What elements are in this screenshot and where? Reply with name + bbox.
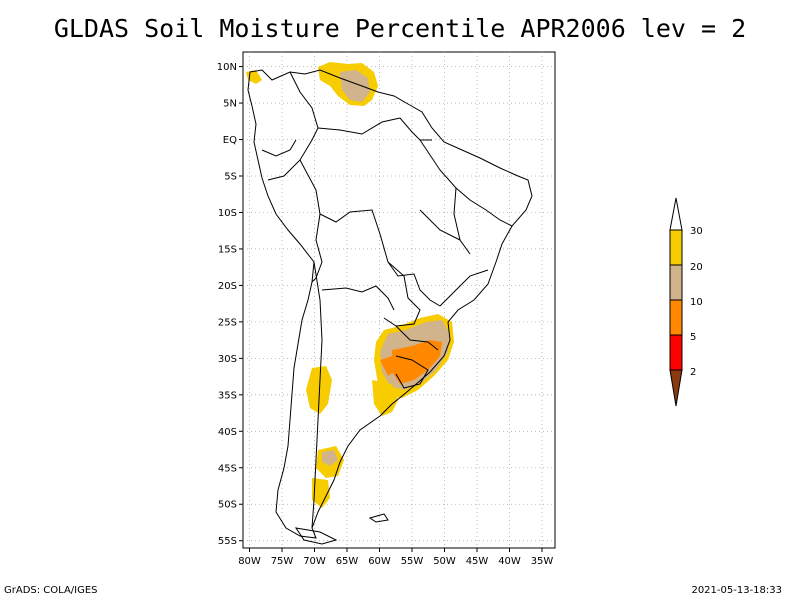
lat-tick-label: 50S	[218, 500, 237, 511]
colorbar-box-yellow	[669, 229, 683, 266]
lon-tick-label: 45W	[466, 556, 489, 567]
border-colombia-venezuela	[289, 71, 319, 141]
lat-tick-label: 10N	[217, 62, 237, 73]
lat-tick-label: 40S	[218, 427, 237, 438]
tierra-del-fuego	[294, 527, 338, 545]
lon-tick-label: 80W	[238, 556, 261, 567]
colorbar-label-5: 5	[690, 332, 696, 343]
border-argentina-brazil	[395, 325, 439, 351]
lon-tick-label: 35W	[531, 556, 554, 567]
lat-tick-label: 25S	[218, 317, 237, 328]
coastline-and-borders	[247, 69, 533, 545]
colorbar-box-tan	[669, 264, 683, 301]
lat-tick-label: 45S	[218, 463, 237, 474]
map-frame	[242, 51, 556, 549]
border-bolivia-peru	[311, 213, 323, 283]
footer-timestamp: 2021-05-13-18:33	[691, 585, 782, 596]
lat-tick-label: EQ	[223, 135, 237, 146]
colorbar-label-20: 20	[690, 262, 703, 273]
footer-credit: GrADS: COLA/IGES	[4, 585, 98, 596]
lat-tick-label: 15S	[218, 244, 237, 255]
border-guianas	[399, 117, 432, 141]
shade-patagonia-yellow-b	[312, 478, 330, 508]
brazil-states	[419, 139, 513, 307]
colorbar: 30 20 10 5 2	[669, 197, 703, 407]
lon-tick-label: 55W	[401, 556, 424, 567]
lon-tick-label: 40W	[498, 556, 521, 567]
lat-tick-label: 5N	[223, 99, 237, 110]
border-ecuador	[261, 139, 297, 157]
border-uruguay	[395, 355, 429, 389]
shade-venezuela-tan	[340, 70, 370, 102]
map-title: GLDAS Soil Moisture Percentile APR2006 l…	[53, 14, 747, 43]
lat-tick-label: 20S	[218, 281, 237, 292]
border-bolivia-argentina	[321, 285, 395, 311]
colorbar-box-orange	[669, 299, 683, 336]
lon-tick-label: 60W	[368, 556, 391, 567]
lon-tick-label: 65W	[336, 556, 359, 567]
lat-tick-label: 5S	[224, 172, 237, 183]
border-colombia-peru	[267, 139, 313, 181]
lat-tick-label: 30S	[218, 354, 237, 365]
colorbar-label-10: 10	[690, 297, 703, 308]
lon-tick-label: 75W	[271, 556, 294, 567]
colorbar-label-2: 2	[690, 367, 696, 378]
colorbar-box-red	[669, 334, 683, 371]
border-venezuela-brazil	[317, 117, 401, 135]
colorbar-bottom-triangle	[669, 369, 683, 407]
shade-southbrazil-orange	[392, 340, 442, 384]
latitude-tick-labels: 10N 5N EQ 5S 10S 15S 20S 25S 30S 35S 40S 45S 50S 55S	[217, 62, 243, 547]
colorbar-label-30: 30	[690, 226, 703, 237]
lat-tick-label: 35S	[218, 390, 237, 401]
lon-tick-label: 70W	[303, 556, 326, 567]
border-chile-argentina	[311, 261, 323, 529]
colorbar-top-triangle	[669, 197, 683, 231]
shade-uruguay-orange	[380, 356, 396, 376]
border-brazil-peru	[299, 159, 389, 263]
percentile-shading	[246, 62, 454, 508]
lat-tick-label: 55S	[218, 536, 237, 547]
lon-tick-label: 50W	[433, 556, 456, 567]
longitude-tick-labels: 80W 75W 70W 65W 60W 55W 50W 45W 40W 35W	[238, 548, 553, 567]
shade-pampas-yellow	[372, 380, 398, 416]
shade-patagonia-tan	[322, 450, 338, 466]
south-america-coastline	[247, 69, 533, 539]
falkland-islands	[368, 513, 389, 523]
lat-tick-label: 10S	[218, 208, 237, 219]
border-brazil-bolivia	[387, 261, 441, 307]
